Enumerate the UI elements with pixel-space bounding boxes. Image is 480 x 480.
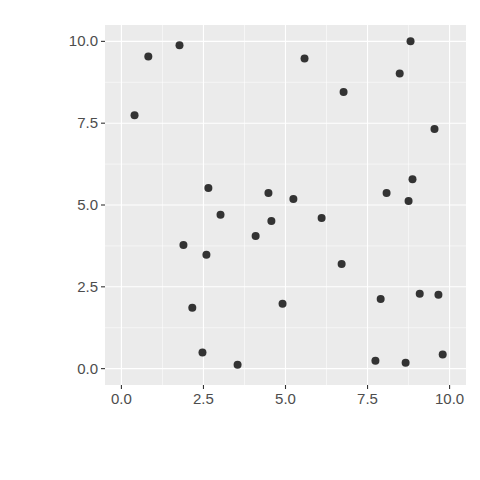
grid-y [105, 286, 466, 287]
tick-label-y: 10.0 [69, 32, 98, 49]
tick-x [285, 385, 286, 389]
point [409, 175, 417, 183]
point [131, 111, 139, 119]
point [434, 291, 442, 299]
grid-y [105, 204, 466, 205]
point [405, 197, 413, 205]
point [338, 260, 346, 268]
point [439, 351, 447, 359]
tick-x [449, 385, 450, 389]
grid-y [105, 368, 466, 369]
point [416, 290, 424, 298]
tick-y [101, 123, 105, 124]
point [407, 37, 415, 45]
grid [105, 25, 466, 385]
tick-y [101, 368, 105, 369]
tick-label-x: 5.0 [275, 390, 296, 407]
tick-x [367, 385, 368, 389]
point [234, 361, 242, 369]
tick-x [121, 385, 122, 389]
tick-label-y: 7.5 [77, 114, 98, 131]
point [318, 214, 326, 222]
tick-label-x: 2.5 [193, 390, 214, 407]
point [383, 189, 391, 197]
point [377, 295, 385, 303]
tick-label-x: 10.0 [435, 390, 464, 407]
point [264, 189, 272, 197]
point [202, 251, 210, 259]
panel [105, 25, 466, 385]
point [402, 359, 410, 367]
tick-label-y: 5.0 [77, 196, 98, 213]
tick-label-y: 2.5 [77, 278, 98, 295]
point [204, 184, 212, 192]
point [340, 88, 348, 96]
point [279, 300, 287, 308]
tick-label-x: 7.5 [357, 390, 378, 407]
point [198, 349, 206, 357]
point [289, 195, 297, 203]
tick-y [101, 286, 105, 287]
tick-label-y: 0.0 [77, 360, 98, 377]
axes: 0.0 2.5 5.0 7.5 10.0 0.0 2.5 5.0 7.5 10.0 [69, 32, 464, 407]
point [267, 217, 275, 225]
point [371, 357, 379, 365]
point [144, 52, 152, 60]
chart: 0.0 2.5 5.0 7.5 10.0 0.0 2.5 5.0 7.5 10.0 [0, 0, 480, 480]
tick-x [203, 385, 204, 389]
point [301, 54, 309, 62]
tick-y [101, 204, 105, 205]
point [396, 69, 404, 77]
point [175, 41, 183, 49]
tick-label-x: 0.0 [111, 390, 132, 407]
point [252, 232, 260, 240]
point [179, 241, 187, 249]
point [188, 304, 196, 312]
points [131, 37, 447, 368]
point [430, 125, 438, 133]
tick-y [101, 41, 105, 42]
point [217, 211, 225, 219]
grid-y [105, 123, 466, 124]
